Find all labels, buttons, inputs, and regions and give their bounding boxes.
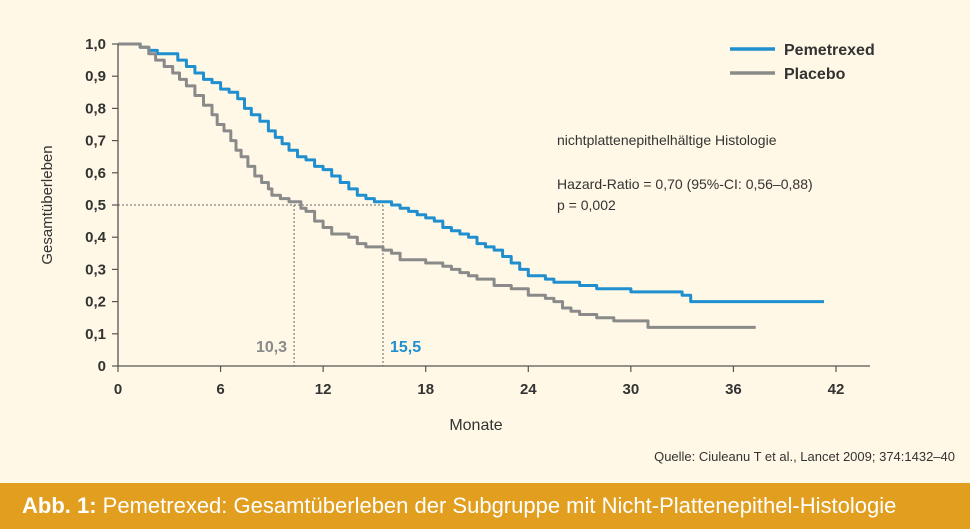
y-tick-label: 0,6	[85, 165, 106, 182]
y-tick-label: 0,4	[85, 229, 107, 246]
x-tick-label: 18	[417, 381, 434, 398]
legend: Pemetrexed Placebo	[730, 42, 875, 83]
x-tick-label: 6	[216, 381, 224, 398]
median-labels: 10,3 15,5	[256, 339, 421, 356]
legend-label-pemetrexed: Pemetrexed	[784, 42, 875, 59]
median-guides	[118, 204, 384, 366]
histology-annotation: nichtplattenepithelhältige Histologie	[557, 132, 777, 148]
y-axis-label: Gesamtüberleben	[39, 145, 56, 264]
hazard-ratio-annotation: Hazard-Ratio = 0,70 (95%-CI: 0,56–0,88)	[557, 176, 813, 192]
y-tick-label: 0,9	[85, 68, 106, 85]
x-tick-label: 42	[828, 381, 845, 398]
x-tick-label: 12	[315, 381, 332, 398]
median-label-pemetrexed: 15,5	[390, 339, 421, 356]
chart: 0 6 12 18 24 30 36 42 0 0,1 0,2 0,3 0,4 0,5 0,6 0,7 0,8…	[39, 36, 955, 464]
x-tick-label: 24	[520, 381, 537, 398]
y-tick-label: 0,8	[85, 100, 106, 117]
y-tick-label: 0,1	[85, 326, 106, 343]
y-tick-label: 0	[98, 358, 106, 375]
y-tick-label: 0,7	[85, 133, 106, 150]
y-tick-label: 0,3	[85, 261, 106, 278]
caption-text: Pemetrexed: Gesamtüberleben der Subgrupp…	[96, 493, 897, 518]
figure-caption: Abb. 1: Pemetrexed: Gesamtüberleben der …	[0, 483, 970, 529]
y-tick-label: 0,2	[85, 294, 106, 311]
x-ticks: 0 6 12 18 24 30 36 42	[114, 366, 845, 398]
source-note: Quelle: Ciuleanu T et al., Lancet 2009; …	[654, 449, 955, 464]
y-ticks: 0 0,1 0,2 0,3 0,4 0,5 0,6 0,7 0,8 0,9 1,0	[85, 36, 118, 375]
x-tick-label: 0	[114, 381, 122, 398]
series-line-placebo	[118, 42, 756, 329]
median-label-placebo: 10,3	[256, 339, 287, 356]
x-axis-label: Monate	[449, 417, 502, 434]
x-tick-label: 36	[725, 381, 742, 398]
series-lines	[118, 42, 824, 329]
x-tick-label: 30	[623, 381, 640, 398]
y-tick-label: 0,5	[85, 197, 106, 214]
caption-label: Abb. 1:	[22, 493, 97, 518]
legend-label-placebo: Placebo	[784, 66, 846, 83]
series-line-pemetrexed	[118, 42, 824, 304]
y-tick-label: 1,0	[85, 36, 106, 53]
p-value-annotation: p = 0,002	[557, 197, 616, 213]
